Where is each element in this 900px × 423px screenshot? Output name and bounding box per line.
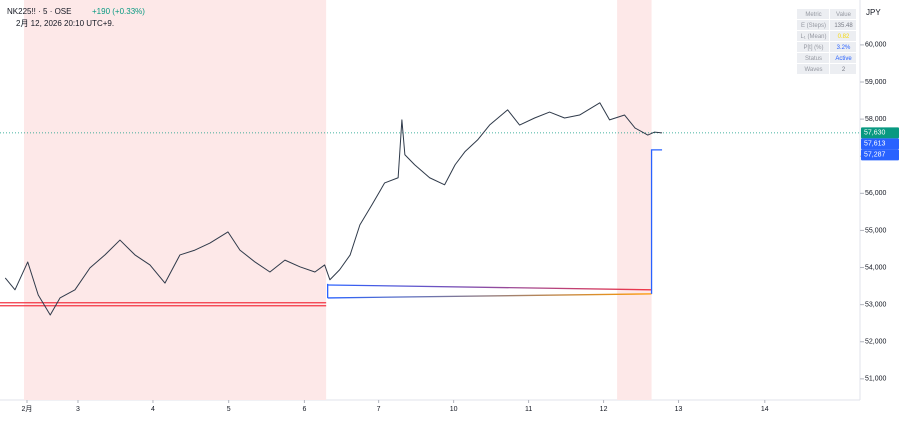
table-cell xyxy=(830,31,856,41)
table-text: Status xyxy=(805,56,822,62)
y-tick-label: 59,000 xyxy=(865,79,887,86)
currency: JPY xyxy=(866,8,881,17)
table-text: 3.2% xyxy=(837,45,851,51)
change: +190 (+0.33%) xyxy=(92,7,145,16)
y-tick-label: 52,000 xyxy=(865,339,887,346)
timestamp: 2月 12, 2026 20:10 UTC+9. xyxy=(16,19,114,28)
table-cell xyxy=(830,64,856,74)
x-tick-label: 13 xyxy=(675,406,683,413)
symbol: NK225!! · 5 · OSE xyxy=(7,7,71,16)
table-cell xyxy=(830,20,856,30)
table-text: 0.82 xyxy=(838,34,850,40)
y-tick-label: 54,000 xyxy=(865,264,887,271)
session-highlight xyxy=(617,0,652,400)
y-tick-label: 51,000 xyxy=(865,376,887,383)
x-tick-label: 4 xyxy=(151,406,155,413)
x-tick-label: 11 xyxy=(525,406,532,413)
overlay-line xyxy=(650,149,663,294)
x-tick-label: 5 xyxy=(227,406,231,413)
session-highlight xyxy=(23,0,327,400)
table-text: Metric xyxy=(805,12,821,18)
table-cell xyxy=(797,31,829,41)
table-cell xyxy=(830,9,856,19)
x-tick-label: 12 xyxy=(600,406,608,413)
table-cell xyxy=(797,9,829,19)
price-label-box xyxy=(861,127,899,139)
table-cell xyxy=(830,42,856,52)
y-tick-label: 58,000 xyxy=(865,116,887,123)
price-label: 57,287 xyxy=(864,152,886,159)
x-tick-label: 14 xyxy=(761,406,769,413)
x-tick-label: 3 xyxy=(76,406,80,413)
table-text: 2 xyxy=(842,67,846,73)
table-text: Value xyxy=(836,12,852,18)
price-label-box xyxy=(861,149,899,161)
overlay-line xyxy=(327,284,652,291)
table-text: 135.48 xyxy=(834,23,853,29)
price-label-box xyxy=(861,138,899,150)
table-cell xyxy=(797,42,829,52)
overlay-line xyxy=(327,293,652,299)
table-text: Active xyxy=(835,56,852,62)
table-cell xyxy=(797,20,829,30)
table-cell xyxy=(797,53,829,63)
table-text: Waves xyxy=(804,67,822,73)
table-text: L₁ (Mean) xyxy=(800,34,826,40)
table-cell xyxy=(830,53,856,63)
table-cell xyxy=(797,64,829,74)
price-line xyxy=(4,102,663,316)
price-label: 57,613 xyxy=(864,141,886,148)
y-tick-label: 53,000 xyxy=(865,301,887,308)
price-label: 57,630 xyxy=(864,130,886,137)
y-tick-label: 56,000 xyxy=(865,190,887,197)
x-tick-label: 6 xyxy=(302,406,306,413)
x-tick-label: 2月 xyxy=(22,405,33,413)
y-tick-label: 60,000 xyxy=(865,42,887,49)
y-tick-label: 55,000 xyxy=(865,227,887,234)
x-tick-label: 10 xyxy=(450,406,458,413)
x-tick-label: 7 xyxy=(377,406,381,413)
table-text: P[t] (%) xyxy=(803,45,823,51)
table-text: E (Steps) xyxy=(801,23,826,29)
